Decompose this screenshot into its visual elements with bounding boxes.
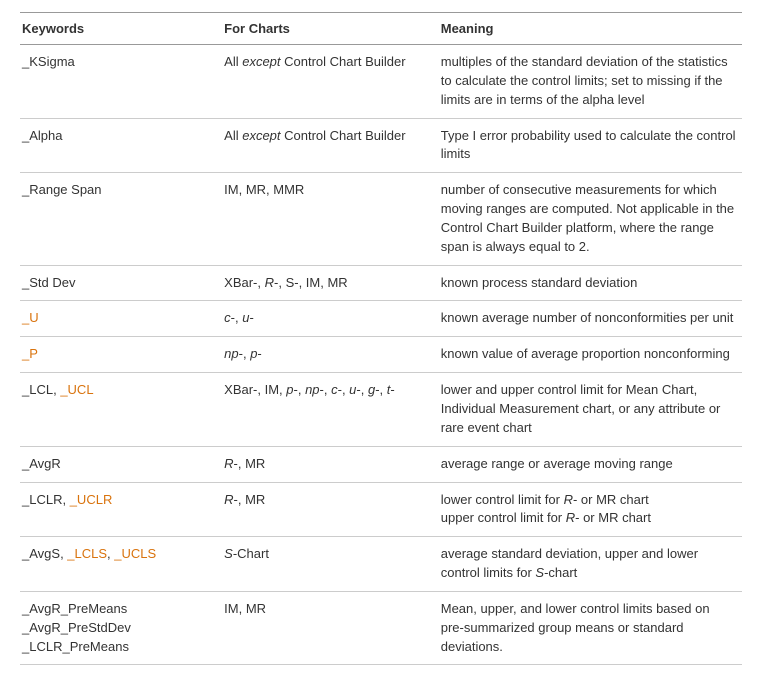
meaning-line: Mean, upper, and lower control limits ba… — [441, 600, 736, 657]
cell-keywords: _U — [20, 301, 222, 337]
keyword-line: _Alpha — [22, 127, 216, 146]
cell-forcharts: R-, MR — [222, 446, 439, 482]
cell-meaning: average standard deviation, upper and lo… — [439, 537, 742, 592]
keyword-line: _P — [22, 345, 216, 364]
keyword-line: _LCLR, _UCLR — [22, 491, 216, 510]
meaning-line: average range or average moving range — [441, 455, 736, 474]
keyword-link[interactable]: _UCLR — [70, 492, 113, 507]
table-row: _AvgS, _LCLS, _UCLS S-Chartaverage standa… — [20, 537, 742, 592]
table-row: _Std Dev XBar-, R-, S-, IM, MRknown proce… — [20, 265, 742, 301]
cell-keywords: _AvgR — [20, 446, 222, 482]
cell-forcharts: np-, p- — [222, 337, 439, 373]
keyword-line: _Std Dev — [22, 274, 216, 293]
keywords-table: Keywords For Charts Meaning _KSigma All e… — [20, 12, 742, 665]
cell-keywords: _AvgR_PreMeans_AvgR_PreStdDev_LCLR_PreMe… — [20, 591, 222, 665]
keyword-link[interactable]: _UCL — [60, 382, 93, 397]
cell-meaning: known process standard deviation — [439, 265, 742, 301]
table-row: _LCLR, _UCLR R-, MRlower control limit fo… — [20, 482, 742, 537]
keyword-line: _U — [22, 309, 216, 328]
keyword-link[interactable]: _U — [22, 310, 39, 325]
table-row: _AvgR_PreMeans_AvgR_PreStdDev_LCLR_PreMe… — [20, 591, 742, 665]
cell-meaning: lower and upper control limit for Mean C… — [439, 373, 742, 447]
table-row: _AvgR R-, MRaverage range or average movi… — [20, 446, 742, 482]
cell-keywords: _LCL, _UCL — [20, 373, 222, 447]
col-header-keywords: Keywords — [20, 13, 222, 45]
cell-keywords: _Alpha — [20, 118, 222, 173]
table-header-row: Keywords For Charts Meaning — [20, 13, 742, 45]
keyword-line: _KSigma — [22, 53, 216, 72]
table-row: _Range Span IM, MR, MMRnumber of consecut… — [20, 173, 742, 265]
meaning-line: lower and upper control limit for Mean C… — [441, 381, 736, 438]
cell-forcharts: All except Control Chart Builder — [222, 45, 439, 119]
cell-forcharts: XBar-, IM, p-, np-, c-, u-, g-, t- — [222, 373, 439, 447]
col-header-meaning: Meaning — [439, 13, 742, 45]
cell-meaning: known average number of nonconformities … — [439, 301, 742, 337]
keyword-line: _AvgR_PreStdDev — [22, 619, 216, 638]
cell-meaning: Mean, upper, and lower control limits ba… — [439, 591, 742, 665]
cell-meaning: number of consecutive measurements for w… — [439, 173, 742, 265]
meaning-line: Type I error probability used to calcula… — [441, 127, 736, 165]
cell-meaning: average range or average moving range — [439, 446, 742, 482]
keyword-line: _LCL, _UCL — [22, 381, 216, 400]
keyword-link[interactable]: _LCLS — [67, 546, 107, 561]
table-row: _KSigma All except Control Chart Builderm… — [20, 45, 742, 119]
cell-forcharts: c-, u- — [222, 301, 439, 337]
keyword-link[interactable]: _P — [22, 346, 38, 361]
table-row: _Alpha All except Control Chart BuilderTy… — [20, 118, 742, 173]
meaning-line: lower control limit for R- or MR chart — [441, 491, 736, 510]
cell-keywords: _Std Dev — [20, 265, 222, 301]
meaning-line: multiples of the standard deviation of t… — [441, 53, 736, 110]
meaning-line: number of consecutive measurements for w… — [441, 181, 736, 256]
meaning-line: known process standard deviation — [441, 274, 736, 293]
cell-meaning: lower control limit for R- or MR chartup… — [439, 482, 742, 537]
col-header-forcharts: For Charts — [222, 13, 439, 45]
meaning-line: known value of average proportion noncon… — [441, 345, 736, 364]
meaning-line: average standard deviation, upper and lo… — [441, 545, 736, 583]
cell-forcharts: S-Chart — [222, 537, 439, 592]
keyword-line: _AvgS, _LCLS, _UCLS — [22, 545, 216, 564]
cell-forcharts: IM, MR — [222, 591, 439, 665]
keyword-line: _Range Span — [22, 181, 216, 200]
cell-forcharts: IM, MR, MMR — [222, 173, 439, 265]
table-row: _P np-, p-known value of average proporti… — [20, 337, 742, 373]
cell-meaning: multiples of the standard deviation of t… — [439, 45, 742, 119]
cell-forcharts: All except Control Chart Builder — [222, 118, 439, 173]
cell-forcharts: XBar-, R-, S-, IM, MR — [222, 265, 439, 301]
table-row: _LCL, _UCL XBar-, IM, p-, np-, c-, u-, g-… — [20, 373, 742, 447]
cell-keywords: _Range Span — [20, 173, 222, 265]
cell-keywords: _P — [20, 337, 222, 373]
meaning-line: known average number of nonconformities … — [441, 309, 736, 328]
table-row: _U c-, u-known average number of nonconfo… — [20, 301, 742, 337]
keyword-line: _LCLR_PreMeans — [22, 638, 216, 657]
keyword-line: _AvgR — [22, 455, 216, 474]
cell-meaning: known value of average proportion noncon… — [439, 337, 742, 373]
cell-keywords: _LCLR, _UCLR — [20, 482, 222, 537]
cell-keywords: _KSigma — [20, 45, 222, 119]
cell-keywords: _AvgS, _LCLS, _UCLS — [20, 537, 222, 592]
cell-forcharts: R-, MR — [222, 482, 439, 537]
meaning-line: upper control limit for R- or MR chart — [441, 509, 736, 528]
keyword-link[interactable]: _UCLS — [114, 546, 156, 561]
keyword-line: _AvgR_PreMeans — [22, 600, 216, 619]
cell-meaning: Type I error probability used to calcula… — [439, 118, 742, 173]
